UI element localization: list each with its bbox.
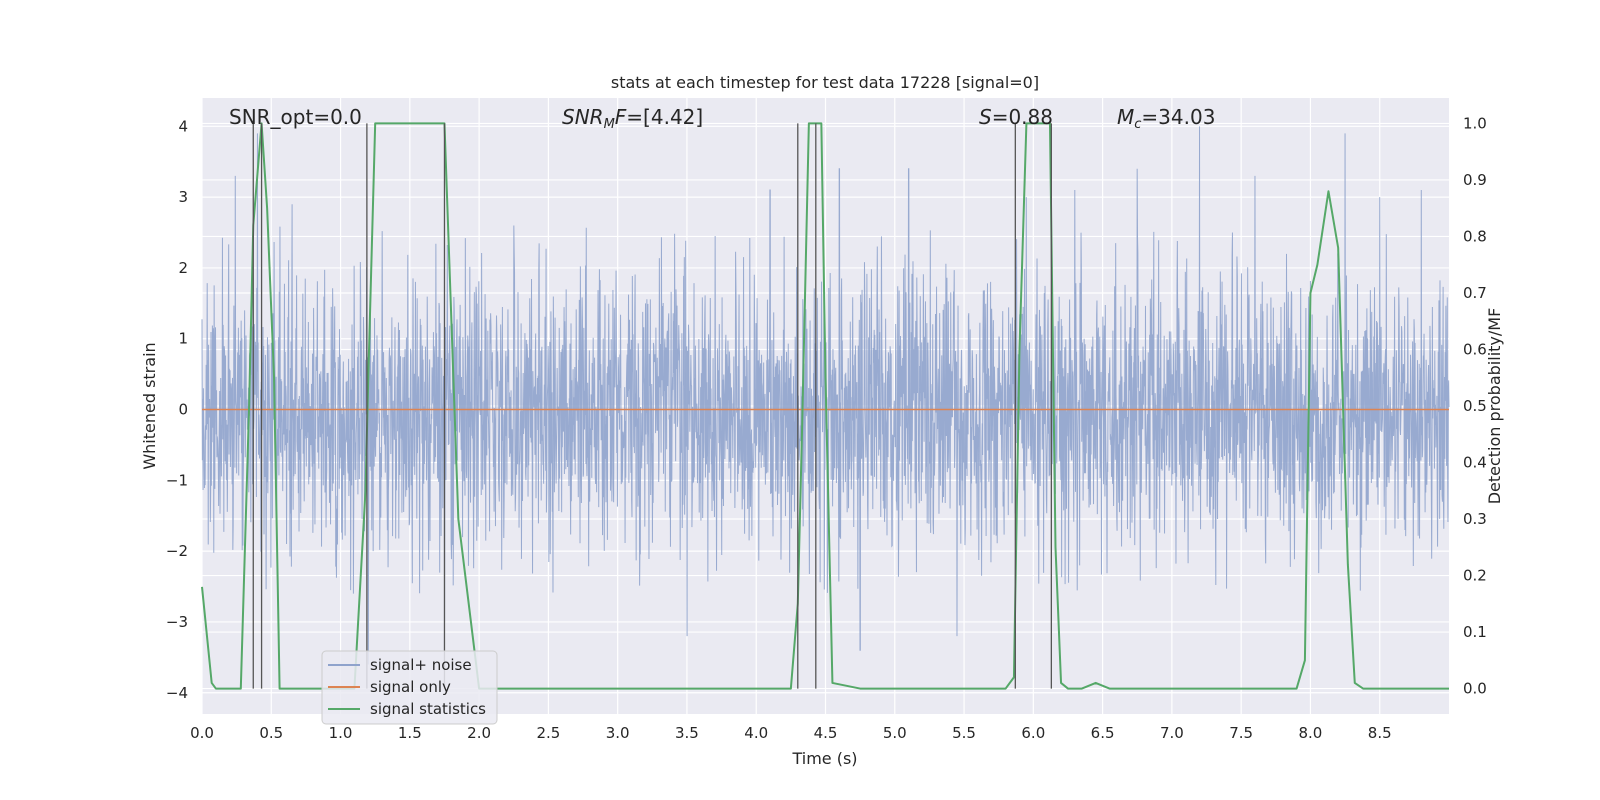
x-tick-label: 2.0	[467, 724, 491, 742]
y-axis-label-right: Detection probability/MF	[1485, 308, 1504, 505]
x-tick-label: 3.0	[606, 724, 630, 742]
x-tick-label: 1.5	[398, 724, 422, 742]
x-tick-label: 5.5	[952, 724, 976, 742]
x-tick-label: 8.0	[1299, 724, 1323, 742]
x-tick-label: 8.5	[1368, 724, 1392, 742]
tick-labels: 0.0 0.5 1.0 1.5 2.0 2.5 3.0 3.5 4.0 4.5 5.0 5.5 6.0 6…	[166, 114, 1487, 742]
y-right-tick-label: 0.2	[1463, 567, 1487, 585]
y-tick-label: 4	[178, 117, 188, 135]
y-tick-label: −3	[166, 613, 188, 631]
y-tick-label: −2	[166, 542, 188, 560]
y-right-tick-label: 0.6	[1463, 340, 1487, 358]
signal-statistics-line	[201, 122, 1449, 690]
x-tick-label: 7.5	[1229, 724, 1253, 742]
y-right-tick-label: 0.5	[1463, 397, 1487, 415]
x-axis-label: Time (s)	[791, 749, 857, 768]
x-tick-label: 5.0	[883, 724, 907, 742]
legend-box	[321, 650, 498, 725]
annotation-snr-mf: SNRMF=[4.42]	[562, 105, 703, 132]
annotation-snr-opt: SNR_opt=0.0	[229, 105, 362, 129]
x-tick-label: 0.0	[190, 724, 214, 742]
x-tick-label: 6.5	[1091, 724, 1115, 742]
annotation-s: S=0.88	[979, 105, 1053, 129]
x-tick-label: 7.0	[1160, 724, 1184, 742]
x-tick-label: 6.0	[1021, 724, 1045, 742]
y-axis-label: Whitened strain	[140, 342, 159, 469]
x-tick-label: 4.5	[814, 724, 838, 742]
legend-label-signal-statistics: signal statistics	[370, 700, 486, 718]
y-right-tick-label: 0.9	[1463, 171, 1487, 189]
annotation-mc: Mc=34.03	[1117, 105, 1215, 132]
legend-label-signal-only: signal only	[370, 678, 451, 696]
y-tick-label: 2	[178, 259, 188, 277]
y-tick-label: −1	[166, 471, 188, 489]
y-tick-label: 1	[178, 330, 188, 348]
y-right-tick-label: 0.7	[1463, 284, 1487, 302]
legend-label-signal-noise: signal+ noise	[370, 656, 472, 674]
annotations: SNR_opt=0.0 SNRMF=[4.42] S=0.88 Mc=34.03	[229, 105, 1215, 132]
chart-title: stats at each timestep for test data 172…	[611, 73, 1039, 92]
y-right-tick-label: 0.4	[1463, 454, 1487, 472]
legend: signal+ noise signal only signal statist…	[321, 650, 498, 725]
x-tick-label: 4.0	[744, 724, 768, 742]
y-tick-label: 3	[178, 188, 188, 206]
vertical-markers	[252, 123, 1052, 689]
y-right-tick-label: 0.0	[1463, 680, 1487, 698]
y-tick-label: 0	[178, 401, 188, 419]
x-tick-label: 3.5	[675, 724, 699, 742]
series-lines	[201, 122, 1449, 690]
x-tick-label: 1.0	[329, 724, 353, 742]
y-right-tick-label: 0.8	[1463, 227, 1487, 245]
y-tick-label: −4	[166, 684, 188, 702]
y-right-tick-label: 0.1	[1463, 623, 1487, 641]
y-right-tick-label: 1.0	[1463, 114, 1487, 132]
y-right-tick-label: 0.3	[1463, 510, 1487, 528]
x-tick-label: 2.5	[536, 724, 560, 742]
x-tick-label: 0.5	[259, 724, 283, 742]
